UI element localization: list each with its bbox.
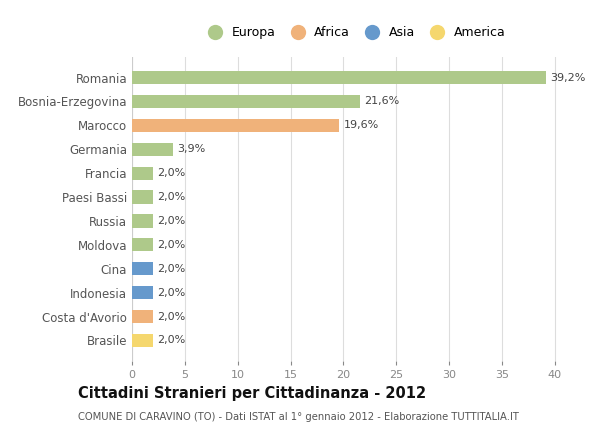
Text: 2,0%: 2,0% — [157, 168, 185, 178]
Bar — [132, 238, 153, 251]
Bar — [132, 143, 173, 156]
Text: 21,6%: 21,6% — [365, 96, 400, 106]
Text: 2,0%: 2,0% — [157, 264, 185, 274]
Bar — [132, 95, 361, 108]
Bar — [132, 286, 153, 299]
Legend: Europa, Africa, Asia, America: Europa, Africa, Asia, America — [197, 21, 511, 44]
Text: 39,2%: 39,2% — [551, 73, 586, 83]
Bar — [132, 214, 153, 227]
Text: COMUNE DI CARAVINO (TO) - Dati ISTAT al 1° gennaio 2012 - Elaborazione TUTTITALI: COMUNE DI CARAVINO (TO) - Dati ISTAT al … — [78, 412, 519, 422]
Text: 2,0%: 2,0% — [157, 192, 185, 202]
Text: 2,0%: 2,0% — [157, 288, 185, 297]
Text: 2,0%: 2,0% — [157, 216, 185, 226]
Text: 3,9%: 3,9% — [178, 144, 206, 154]
Bar — [132, 167, 153, 180]
Bar — [132, 119, 339, 132]
Text: 19,6%: 19,6% — [343, 121, 379, 130]
Text: 2,0%: 2,0% — [157, 312, 185, 322]
Bar — [132, 310, 153, 323]
Bar — [132, 262, 153, 275]
Bar — [132, 334, 153, 347]
Text: Cittadini Stranieri per Cittadinanza - 2012: Cittadini Stranieri per Cittadinanza - 2… — [78, 386, 426, 401]
Text: 2,0%: 2,0% — [157, 240, 185, 250]
Text: 2,0%: 2,0% — [157, 335, 185, 345]
Bar — [132, 71, 547, 84]
Bar — [132, 191, 153, 204]
